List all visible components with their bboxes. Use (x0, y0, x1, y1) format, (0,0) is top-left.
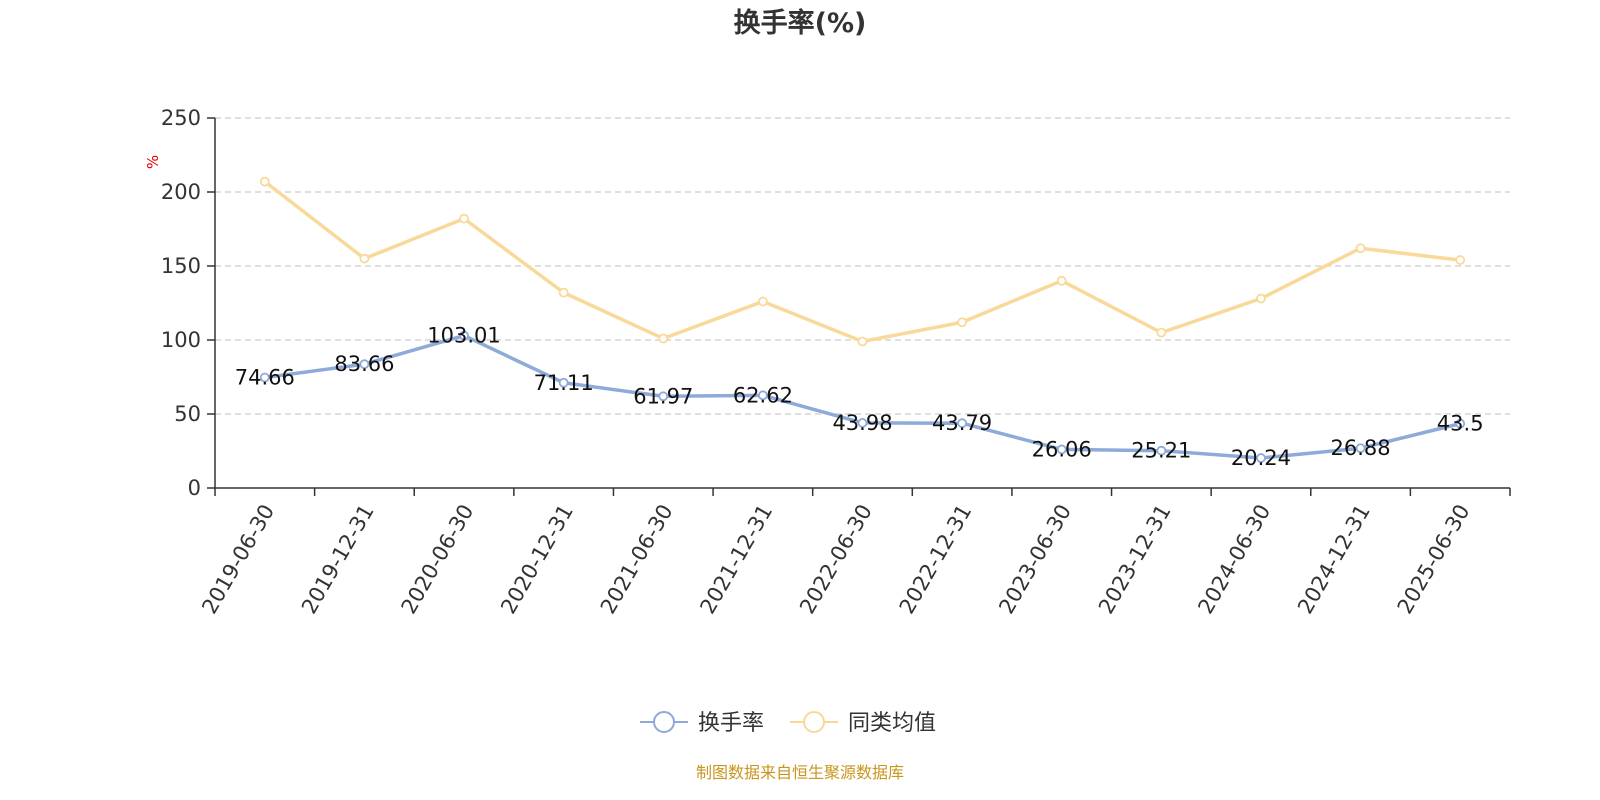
data-point[interactable] (1355, 243, 1366, 254)
x-tick-labels: 2019-06-30 2019-12-31 2020-06-30 2020-12-31… (197, 500, 1474, 618)
data-point[interactable] (658, 391, 669, 402)
series-line (264, 333, 1461, 460)
data-label: 25.21 (1131, 439, 1191, 463)
data-label: 43.79 (932, 411, 992, 435)
x-tick-label: 2021-06-30 (596, 500, 678, 618)
data-point[interactable] (757, 390, 768, 401)
y-tick-labels: 0 50 100 150 200 250 (161, 106, 201, 500)
data-label: 103.01 (427, 324, 500, 348)
data-labels: 74.66 83.66 103.01 71.11 61.97 62.62 43.98 43.7… (235, 324, 1484, 470)
legend-marker (653, 711, 675, 733)
legend-item[interactable]: 同类均值 (790, 711, 936, 736)
data-point[interactable] (757, 296, 768, 307)
chart-title: 换手率(%) (734, 7, 867, 39)
legend-item[interactable]: 换手率 (640, 711, 764, 736)
data-point[interactable] (957, 317, 968, 328)
data-point[interactable] (259, 176, 270, 187)
legend-label: 换手率 (698, 711, 764, 736)
y-axis-unit-label: % (144, 155, 162, 169)
data-label: 83.66 (334, 352, 394, 376)
y-tick-label: 0 (188, 476, 201, 500)
data-point[interactable] (957, 418, 968, 429)
data-point[interactable] (658, 333, 669, 344)
data-point[interactable] (857, 418, 868, 428)
data-point[interactable] (359, 359, 370, 370)
data-label: 71.11 (534, 371, 594, 395)
data-label: 62.62 (733, 383, 793, 407)
legend[interactable]: 换手率 同类均值 (640, 711, 936, 736)
data-label: 26.88 (1331, 436, 1391, 460)
data-label: 20.24 (1231, 446, 1291, 470)
x-tick-label: 2023-06-30 (994, 500, 1076, 618)
axes (207, 117, 1511, 496)
data-point[interactable] (857, 336, 868, 347)
data-point[interactable] (1355, 443, 1366, 454)
series-line (263, 180, 1461, 344)
data-point[interactable] (558, 287, 569, 298)
data-point[interactable] (558, 377, 569, 388)
grid-lines (215, 117, 1510, 415)
x-tick-label: 2019-12-31 (297, 500, 379, 618)
y-tick-label: 50 (174, 402, 201, 426)
data-label: 43.98 (832, 411, 892, 435)
data-point[interactable] (1455, 418, 1466, 429)
x-tick-label: 2022-06-30 (795, 500, 877, 618)
data-point[interactable] (1156, 327, 1167, 338)
data-point[interactable] (359, 253, 370, 264)
data-point[interactable] (1256, 453, 1266, 463)
data-point[interactable] (1256, 293, 1266, 304)
data-point[interactable] (1156, 445, 1167, 456)
data-point[interactable] (459, 330, 469, 341)
x-tick-label: 2022-12-31 (895, 500, 977, 618)
x-tick-label: 2023-12-31 (1094, 500, 1176, 618)
x-tick-label: 2024-06-30 (1193, 500, 1275, 618)
y-tick-label: 200 (161, 180, 201, 204)
x-tick-label: 2021-12-31 (695, 500, 777, 618)
data-label: 43.5 (1437, 412, 1484, 436)
legend-label: 同类均值 (848, 711, 936, 736)
data-point[interactable] (1056, 275, 1067, 286)
data-point[interactable] (1056, 444, 1067, 455)
data-label: 74.66 (235, 366, 295, 390)
x-tick-label: 2025-06-30 (1393, 500, 1475, 618)
y-tick-label: 100 (161, 328, 201, 352)
x-tick-label: 2020-06-30 (397, 500, 479, 618)
x-tick-label: 2020-12-31 (496, 500, 578, 618)
data-point[interactable] (459, 213, 469, 224)
data-label: 61.97 (633, 384, 693, 408)
data-source-note: 制图数据来自恒生聚源数据库 (696, 763, 904, 782)
series-layer (259, 176, 1466, 463)
x-tick-label: 2024-12-31 (1293, 500, 1375, 618)
x-tick-label: 2019-06-30 (197, 500, 279, 618)
data-point[interactable] (1455, 255, 1466, 265)
data-label: 26.06 (1032, 437, 1092, 461)
legend-marker (803, 711, 825, 733)
y-tick-label: 250 (161, 106, 201, 130)
data-point[interactable] (259, 372, 270, 383)
y-tick-label: 150 (161, 254, 201, 278)
